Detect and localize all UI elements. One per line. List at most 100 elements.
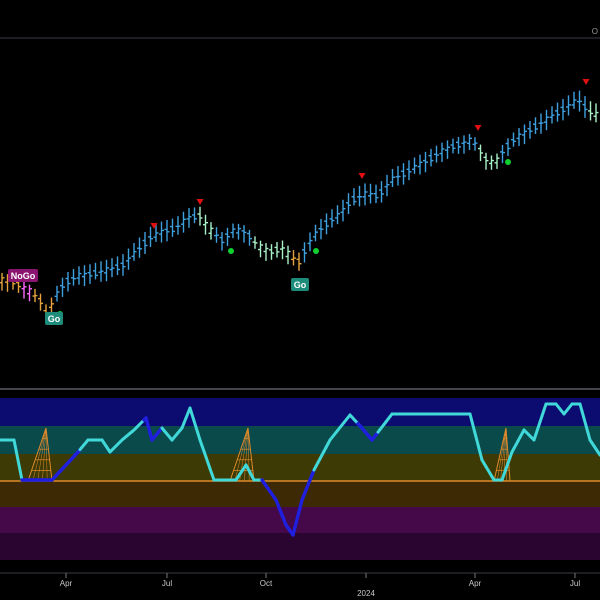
price-bar	[104, 259, 109, 282]
go-dot	[505, 159, 511, 165]
oscillator-panel	[0, 398, 600, 560]
price-bar	[296, 252, 302, 271]
down-triangle	[358, 173, 366, 179]
price-bar	[549, 106, 555, 124]
price-bar	[131, 243, 137, 261]
price-bar	[65, 272, 71, 292]
squeeze-cone-grid	[500, 427, 507, 482]
price-bar	[252, 236, 258, 249]
price-bar	[368, 183, 373, 204]
price-bar	[412, 157, 417, 174]
price-bar	[472, 137, 478, 151]
price-bar	[346, 193, 351, 215]
price-bar	[214, 227, 219, 243]
price-bar	[269, 244, 274, 260]
oscillator-segment	[16, 458, 22, 472]
price-bar	[401, 163, 406, 185]
price-bar	[175, 216, 181, 235]
price-bar	[120, 254, 126, 276]
oscillator-segment	[12, 438, 18, 452]
price-bar	[571, 91, 577, 109]
go-label-text-1: Go	[48, 314, 61, 324]
price-bar	[467, 133, 472, 151]
oscillator-band	[0, 454, 600, 481]
price-bar	[538, 113, 544, 134]
price-bars	[0, 90, 599, 323]
down-triangle	[196, 199, 204, 205]
price-bar	[384, 174, 390, 197]
price-bar	[170, 218, 175, 237]
x-axis-label: Apr	[469, 579, 482, 588]
x-axis-label: Apr	[60, 579, 73, 588]
squeeze-cone-grid	[234, 427, 249, 482]
price-bar	[219, 232, 225, 251]
price-bar	[142, 232, 148, 254]
squeeze-cone	[27, 427, 53, 482]
price-bar	[461, 135, 467, 154]
price-bar	[82, 265, 87, 287]
price-bar	[351, 188, 357, 206]
price-bar	[439, 142, 445, 163]
x-axis-label: Oct	[260, 579, 273, 588]
price-bar	[71, 268, 76, 286]
price-bar	[417, 154, 423, 175]
price-bar	[329, 209, 335, 228]
price-bar	[203, 214, 208, 235]
price-bar	[115, 256, 120, 276]
price-bar	[566, 95, 571, 116]
price-bar	[153, 224, 159, 242]
price-bar	[423, 151, 428, 173]
price-bar	[500, 144, 505, 164]
price-bar	[340, 199, 346, 222]
price-bar	[324, 213, 329, 235]
price-bar	[192, 207, 197, 224]
price-bar	[450, 138, 456, 154]
price-bar	[109, 258, 115, 278]
price-bar	[247, 229, 252, 246]
price-bar	[555, 102, 560, 122]
price-bar	[164, 219, 170, 242]
price-bar	[126, 248, 131, 270]
price-bar	[588, 101, 593, 121]
price-bar	[225, 227, 230, 246]
price-bar	[230, 223, 236, 239]
price-bar	[27, 284, 32, 302]
price-bar	[379, 181, 384, 203]
oscillator-band	[0, 533, 600, 560]
price-bar	[516, 127, 522, 146]
go-label-bg-1	[45, 312, 63, 325]
squeeze-cone-grid	[42, 427, 47, 482]
price-bar	[406, 160, 412, 181]
price-bar	[76, 266, 82, 285]
price-bar	[0, 273, 5, 291]
squeeze-cone-grid	[32, 427, 47, 482]
nogo-label-bg	[8, 269, 38, 282]
nogo-label: NoGo	[8, 269, 38, 282]
price-bar	[241, 225, 247, 243]
squeeze-cone-grid	[505, 427, 508, 482]
price-bar	[274, 242, 280, 258]
corner-text: O	[592, 27, 598, 36]
price-bar	[291, 250, 296, 266]
price-bar	[505, 138, 511, 156]
price-bar	[494, 153, 500, 169]
x-axis-label: Jul	[570, 579, 580, 588]
price-bar	[236, 223, 241, 240]
price-bar	[302, 242, 307, 263]
price-bar	[335, 205, 340, 225]
down-triangle-markers	[150, 79, 590, 229]
price-bar	[49, 297, 54, 315]
oscillator-line	[0, 402, 600, 537]
price-bar	[21, 281, 27, 299]
price-bar	[285, 245, 291, 265]
price-bar	[544, 109, 549, 131]
price-bar	[60, 277, 65, 297]
price-bar	[456, 136, 461, 154]
go-dot	[228, 248, 234, 254]
price-bar	[98, 261, 104, 282]
go-label-bg-2	[291, 278, 309, 291]
price-bar	[258, 240, 263, 258]
price-bar	[186, 208, 192, 228]
squeeze-cone-grid	[496, 427, 507, 482]
